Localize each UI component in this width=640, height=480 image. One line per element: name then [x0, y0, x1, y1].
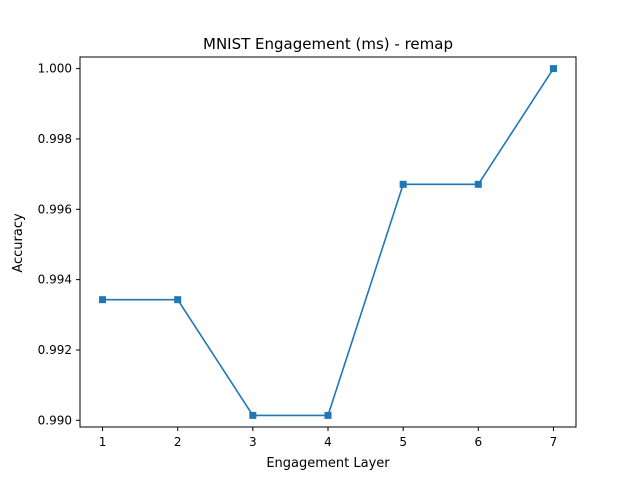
y-tick-label: 1.000	[38, 62, 72, 76]
x-tick-label: 6	[474, 435, 482, 449]
x-axis: 1 2 3 4 5 6 7	[99, 427, 558, 449]
data-point	[249, 411, 257, 419]
x-tick-label: 2	[174, 435, 182, 449]
x-tick-label: 5	[399, 435, 407, 449]
y-tick-label: 0.992	[38, 343, 72, 357]
data-point	[99, 296, 107, 304]
chart-title: MNIST Engagement (ms) - remap	[203, 35, 453, 53]
x-axis-label: Engagement Layer	[266, 456, 390, 471]
y-tick-label: 0.990	[38, 413, 72, 427]
data-point	[474, 180, 482, 188]
series-layer	[99, 65, 557, 419]
y-tick-label: 0.996	[38, 202, 72, 216]
data-point	[174, 296, 182, 304]
y-tick-label: 0.994	[38, 273, 72, 287]
y-axis-label: Accuracy	[11, 213, 26, 273]
x-tick-label: 7	[550, 435, 558, 449]
y-axis: 0.990 0.992 0.994 0.996 0.998 1.000	[38, 62, 80, 427]
x-tick-label: 4	[324, 435, 332, 449]
data-point	[549, 65, 557, 73]
data-point	[399, 180, 407, 188]
y-tick-label: 0.998	[38, 132, 72, 146]
x-tick-label: 1	[99, 435, 107, 449]
x-tick-label: 3	[249, 435, 257, 449]
data-point	[324, 411, 332, 419]
